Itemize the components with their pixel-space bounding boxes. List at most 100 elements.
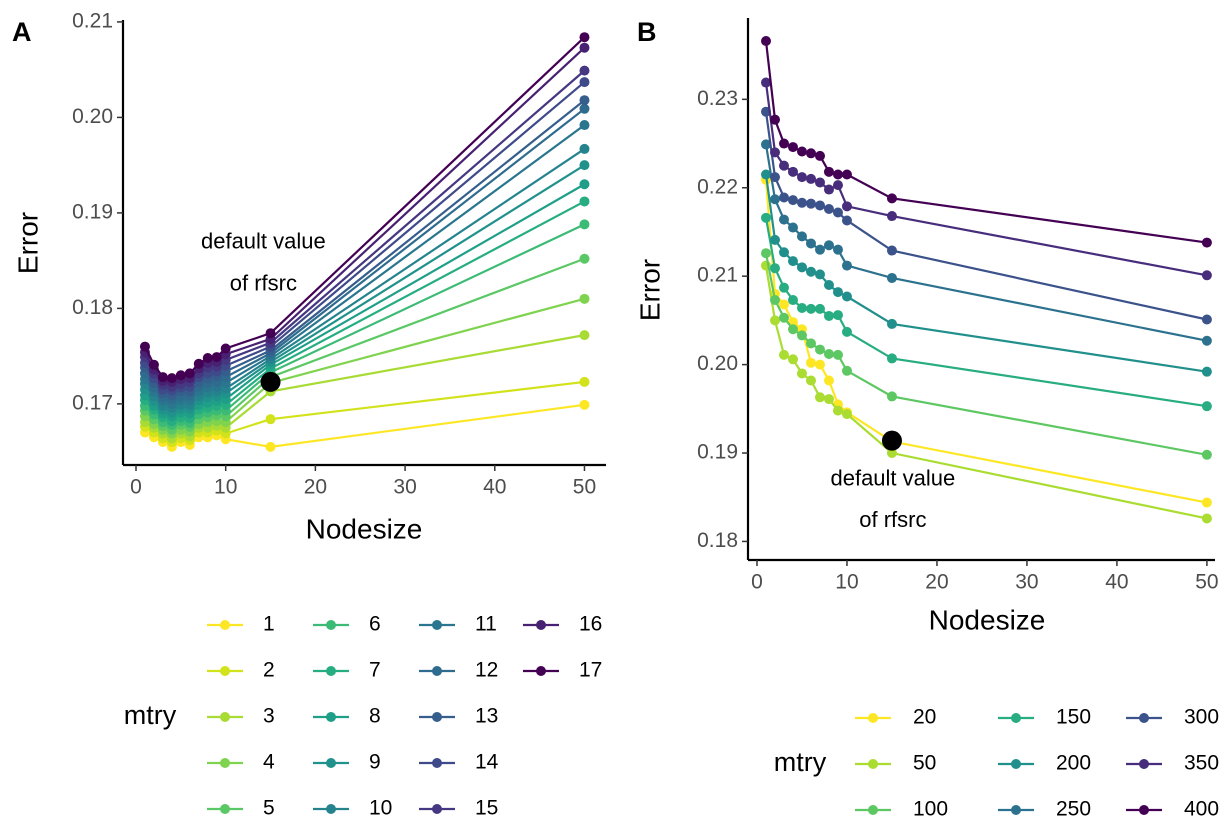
- data-point: [841, 291, 852, 302]
- legend-label: 2: [263, 659, 275, 682]
- data-point: [787, 142, 798, 153]
- panel-label: B: [637, 17, 657, 47]
- data-point: [769, 172, 780, 183]
- data-point: [778, 192, 789, 203]
- data-point: [579, 120, 590, 131]
- legend-label: 16: [579, 613, 602, 636]
- data-point: [832, 405, 843, 416]
- legend-key-point: [536, 620, 546, 630]
- data-point: [886, 245, 897, 256]
- data-point: [823, 184, 834, 195]
- data-point: [778, 282, 789, 293]
- y-tick-label: 0.20: [697, 352, 738, 375]
- legend-label: 20: [913, 706, 936, 729]
- data-point: [211, 352, 222, 363]
- data-point: [805, 198, 816, 209]
- data-point: [778, 312, 789, 323]
- data-point: [579, 196, 590, 207]
- data-point: [814, 303, 825, 314]
- legend-label: 50: [913, 752, 936, 775]
- data-point: [1201, 366, 1212, 377]
- y-tick-label: 0.18: [72, 296, 113, 319]
- data-point: [805, 375, 816, 386]
- series-line: [764, 265, 1208, 520]
- data-point: [832, 169, 843, 180]
- data-point: [814, 150, 825, 161]
- data-point: [787, 222, 798, 233]
- data-point: [579, 253, 590, 264]
- data-point: [796, 368, 807, 379]
- x-tick-label: 0: [751, 571, 763, 594]
- legend-label: 100: [913, 798, 948, 820]
- data-point: [814, 244, 825, 255]
- data-point: [778, 138, 789, 149]
- legend-label: 4: [263, 751, 275, 774]
- data-point: [796, 330, 807, 341]
- data-point: [805, 338, 816, 349]
- legend-key-point: [868, 713, 878, 723]
- data-point: [796, 262, 807, 273]
- legend-key-point: [1139, 805, 1149, 815]
- data-point: [1201, 335, 1212, 346]
- data-point: [832, 244, 843, 255]
- data-point: [769, 295, 780, 306]
- data-point: [175, 370, 186, 381]
- data-point: [579, 65, 590, 76]
- data-point: [787, 354, 798, 365]
- y-tick-label: 0.22: [697, 175, 738, 198]
- data-point: [579, 293, 590, 304]
- data-point: [1201, 270, 1212, 281]
- data-point: [166, 373, 177, 384]
- y-tick-label: 0.21: [72, 9, 113, 32]
- data-point: [1201, 237, 1212, 248]
- data-point: [805, 173, 816, 184]
- legend-label: 5: [263, 797, 275, 820]
- data-point: [579, 32, 590, 43]
- y-axis-title: Error: [12, 212, 43, 274]
- data-point: [579, 103, 590, 114]
- legend-key-point: [868, 805, 878, 815]
- x-tick-label: 40: [483, 476, 506, 499]
- data-point: [796, 172, 807, 183]
- legend-label: 150: [1056, 706, 1091, 729]
- legend-key-point: [1011, 805, 1021, 815]
- legend-key-point: [536, 666, 546, 676]
- data-point: [886, 193, 897, 204]
- y-tick-label: 0.21: [697, 264, 738, 287]
- x-tick-label: 50: [573, 476, 596, 499]
- data-point: [184, 368, 195, 379]
- data-point: [1201, 314, 1212, 325]
- legend-key-point: [432, 620, 442, 630]
- data-point: [805, 238, 816, 249]
- data-point: [787, 324, 798, 335]
- data-point: [796, 303, 807, 314]
- data-point: [1201, 449, 1212, 460]
- data-point: [769, 194, 780, 205]
- data-point: [1201, 513, 1212, 524]
- legend-key-point: [326, 620, 336, 630]
- legend-key-point: [326, 758, 336, 768]
- legend-label: 14: [475, 751, 499, 774]
- legend-key-point: [220, 804, 230, 814]
- legend-label: 17: [579, 659, 602, 682]
- data-point: [778, 214, 789, 225]
- panel: B 0.18 0.19 0.20 0.21 0.22 0.23 0 10 20 30 40 50 Node…: [634, 17, 1219, 820]
- legend-key-point: [432, 804, 442, 814]
- legend-title: mtry: [774, 747, 827, 777]
- data-point: [579, 330, 590, 341]
- y-tick-label: 0.17: [72, 391, 113, 414]
- data-point: [787, 195, 798, 206]
- legend-key-point: [432, 712, 442, 722]
- data-point: [832, 287, 843, 298]
- data-point: [814, 200, 825, 211]
- data-point: [193, 358, 204, 369]
- x-tick-label: 30: [393, 476, 416, 499]
- data-point: [202, 353, 213, 364]
- y-axis-title: Error: [634, 259, 665, 321]
- x-tick-label: 10: [214, 476, 237, 499]
- data-point: [823, 310, 834, 321]
- legend-key-point: [220, 666, 230, 676]
- data-point: [814, 269, 825, 280]
- data-point: [841, 409, 852, 420]
- x-tick-label: 20: [925, 571, 948, 594]
